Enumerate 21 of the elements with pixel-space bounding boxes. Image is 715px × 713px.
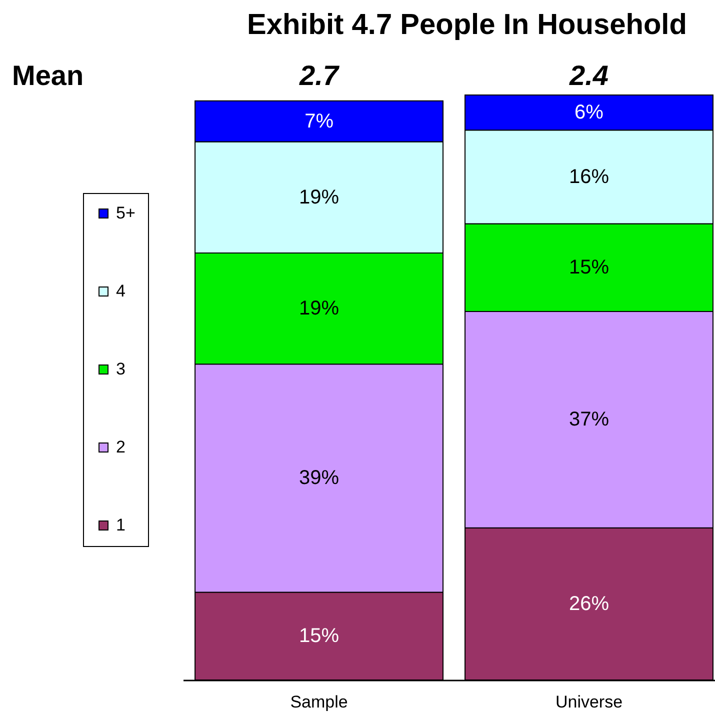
data-label: 15%: [568, 256, 610, 279]
data-label: 39%: [299, 467, 340, 490]
legend-label: 1: [116, 516, 126, 534]
data-label: 16%: [568, 166, 610, 188]
legend-label: 3: [116, 360, 126, 378]
x-tick-label: Universe: [555, 692, 623, 712]
data-label: 6%: [574, 102, 604, 124]
chart-title: Exhibit 4.7 People In Household: [247, 9, 687, 41]
text: 2.7: [298, 60, 340, 91]
data-label: 19%: [299, 186, 340, 208]
data-label: 7%: [304, 110, 334, 132]
text: 2.4: [568, 60, 609, 91]
data-label: 19%: [299, 298, 340, 320]
x-tick-label: Sample: [290, 692, 348, 712]
data-label: 37%: [568, 408, 610, 431]
legend-label: 5+: [116, 204, 136, 222]
legend-label: 2: [116, 438, 126, 456]
data-label: 26%: [568, 592, 610, 615]
legend-label: 4: [116, 282, 126, 300]
text: Mean: [12, 60, 84, 91]
data-label: 15%: [299, 625, 340, 648]
